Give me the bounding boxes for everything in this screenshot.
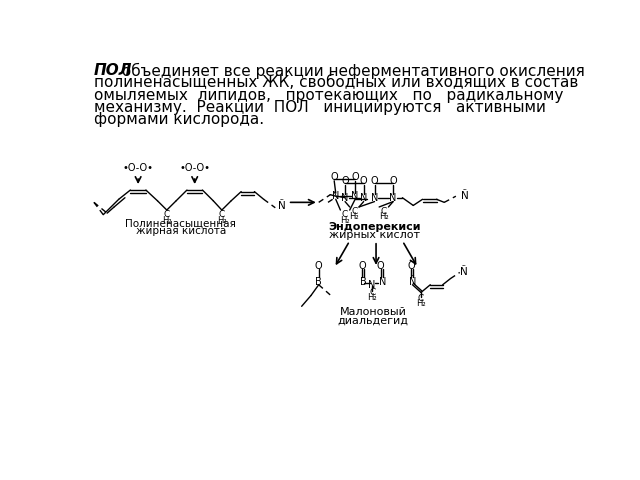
Text: омыляемых  липидов,   протекающих   по   радикальному: омыляемых липидов, протекающих по радика…: [94, 88, 563, 103]
Text: N: N: [371, 193, 378, 203]
Text: N: N: [341, 193, 349, 203]
Text: Ñ: Ñ: [278, 201, 285, 211]
Text: O: O: [360, 176, 367, 186]
Text: O: O: [315, 261, 323, 271]
Text: H₂: H₂: [340, 216, 350, 225]
Text: диальдегид: диальдегид: [337, 315, 408, 325]
Text: O: O: [358, 261, 366, 271]
Text: N: N: [332, 191, 339, 201]
Text: H₂: H₂: [367, 293, 377, 302]
Text: C: C: [219, 210, 225, 219]
Text: C: C: [342, 210, 348, 219]
Text: O: O: [371, 176, 378, 186]
Text: формами кислорода.: формами кислорода.: [94, 112, 264, 127]
Text: C: C: [164, 210, 170, 219]
Text: полиненасыщенных ЖК, свободных или входящих в состав: полиненасыщенных ЖК, свободных или входя…: [94, 75, 579, 90]
Text: O: O: [377, 261, 385, 271]
Text: O: O: [351, 172, 359, 182]
Text: •O-O•: •O-O•: [179, 164, 210, 173]
Text: Ñ: Ñ: [409, 276, 416, 287]
Text: B: B: [316, 276, 322, 287]
Text: C: C: [381, 207, 387, 216]
Text: Ñ: Ñ: [461, 191, 468, 201]
Text: H₂: H₂: [162, 216, 172, 225]
Text: N: N: [360, 193, 367, 203]
Text: Полиненасыщенная: Полиненасыщенная: [125, 219, 236, 229]
Text: H₂: H₂: [349, 213, 359, 221]
Text: O: O: [341, 176, 349, 186]
Text: B: B: [360, 276, 367, 287]
Text: C: C: [418, 294, 424, 303]
Text: N: N: [379, 276, 386, 287]
Text: механизму.  Реакции  ПОЛ   инициируются   активными: механизму. Реакции ПОЛ инициируются акти…: [94, 100, 546, 115]
Text: N: N: [389, 193, 397, 203]
Text: Ñ: Ñ: [460, 267, 467, 277]
Text: объединяет все реакции неферментативного окисления: объединяет все реакции неферментативного…: [117, 63, 585, 79]
Text: ПОЛ: ПОЛ: [94, 63, 132, 78]
Text: H₂: H₂: [217, 216, 227, 225]
Text: H₂: H₂: [379, 213, 388, 221]
Text: C: C: [369, 288, 375, 297]
Text: жирных кислот: жирных кислот: [329, 230, 420, 240]
Text: жирная кислота: жирная кислота: [136, 226, 226, 236]
Text: N: N: [369, 280, 376, 290]
Text: O: O: [330, 172, 338, 182]
Text: C: C: [351, 207, 358, 216]
Text: H₂: H₂: [416, 300, 426, 309]
Text: N: N: [351, 191, 359, 201]
Text: O: O: [389, 176, 397, 186]
Text: Эндоперекиси: Эндоперекиси: [328, 222, 420, 232]
Text: O: O: [407, 261, 415, 271]
Text: Малоновый: Малоновый: [339, 308, 406, 317]
Text: •O-O•: •O-O•: [123, 164, 154, 173]
